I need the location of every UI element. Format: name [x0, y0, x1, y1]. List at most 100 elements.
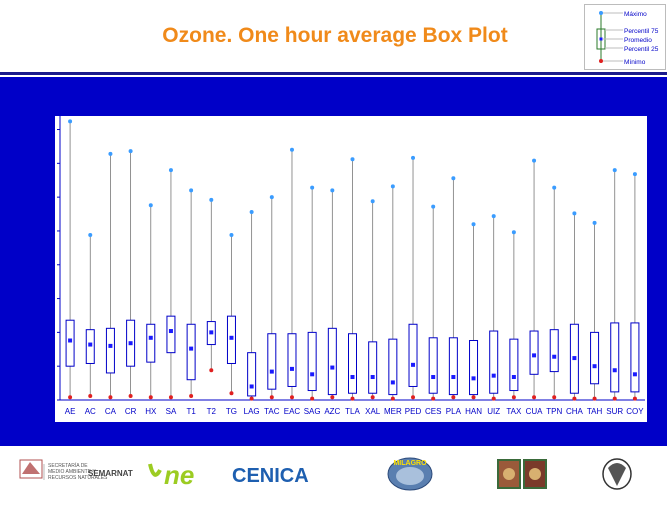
box-mean-marker — [451, 375, 456, 380]
box-min-marker — [128, 393, 133, 398]
box-min-marker — [209, 368, 214, 373]
box-mean-marker — [209, 330, 214, 335]
x-tick-label: PLA — [446, 407, 462, 416]
box-mean-marker — [350, 375, 355, 380]
box-iqr — [348, 333, 357, 394]
box-mean-marker — [592, 364, 597, 369]
box-iqr — [388, 338, 398, 396]
footer-logos: SECRETARÍA DE MEDIO AMBIENTE Y RECURSOS … — [0, 446, 667, 500]
box-iqr — [65, 319, 75, 367]
legend-min-marker — [599, 59, 603, 63]
box-iqr — [146, 323, 156, 363]
box-iqr — [549, 329, 559, 373]
box-mean-marker — [189, 346, 194, 351]
milagro-text: MILAGRO — [393, 460, 427, 467]
box-mean-marker — [491, 373, 496, 378]
x-tick-label: CUA — [526, 407, 544, 416]
box-max-marker — [189, 188, 194, 193]
x-tick-label: CR — [125, 407, 137, 416]
y-tick-label: 150 — [42, 193, 56, 202]
box-min-marker — [168, 395, 173, 400]
footer-logo-strip: SECRETARÍA DE MEDIO AMBIENTE Y RECURSOS … — [19, 457, 632, 491]
box-max-marker — [411, 155, 416, 160]
x-tick-label: CA — [105, 407, 117, 416]
x-tick-label: AE — [65, 407, 76, 416]
ine-text: ne — [164, 460, 194, 490]
box-mean-marker — [249, 384, 254, 389]
box-max-marker — [491, 214, 496, 219]
box-iqr — [287, 333, 297, 387]
x-tick-label: SAG — [304, 407, 321, 416]
box-max-marker — [68, 119, 73, 124]
box-min-marker — [108, 395, 113, 400]
legend-diagram: Máximo Percentil 75 Promedio Percentil 2… — [596, 11, 659, 66]
box-min-marker — [572, 396, 577, 401]
box-max-marker — [632, 172, 637, 177]
box-min-marker — [491, 396, 496, 401]
header-band — [0, 0, 667, 72]
box-iqr — [186, 323, 196, 381]
box-mean-marker — [532, 353, 537, 358]
x-tick-label: MER — [384, 407, 402, 416]
x-tick-label: SUR — [606, 407, 623, 416]
legend-label-mean: Promedio — [624, 37, 652, 44]
box-min-marker — [370, 395, 375, 400]
x-tick-label: XAL — [365, 407, 381, 416]
box-min-marker — [552, 395, 557, 400]
box-mean-marker — [511, 375, 516, 380]
box-iqr — [448, 337, 458, 396]
box-mean-marker — [229, 335, 234, 340]
cenica-text: CENICA — [232, 465, 309, 487]
box-min-marker — [592, 396, 597, 401]
unam-logo — [602, 458, 632, 490]
box-iqr — [509, 338, 519, 392]
box-mean-marker — [632, 372, 637, 377]
box-max-marker — [612, 168, 617, 173]
y-tick-label: 0 — [51, 396, 56, 405]
box-min-marker — [88, 393, 93, 398]
box-min-marker — [390, 396, 395, 401]
x-tick-label: HAN — [465, 407, 482, 416]
box-max-marker — [592, 220, 597, 225]
box-mean-marker — [88, 342, 93, 347]
box-mean-marker — [310, 372, 315, 377]
box-min-marker — [289, 395, 294, 400]
legend-label-p75: Percentil 75 — [624, 28, 659, 35]
box-mean-marker — [612, 368, 617, 373]
x-tick-label: TPN — [546, 407, 562, 416]
ine-logo: ne — [148, 460, 194, 490]
box-max-marker — [390, 184, 395, 189]
box-mean-marker — [471, 376, 476, 381]
box-iqr — [489, 330, 499, 394]
box-min-marker — [330, 395, 335, 400]
box-mean-marker — [390, 380, 395, 385]
box-max-marker — [471, 222, 476, 227]
box-max-marker — [229, 233, 234, 238]
box-iqr — [428, 337, 438, 394]
legend-max-marker — [599, 11, 603, 15]
box-max-marker — [431, 204, 436, 209]
box-max-marker — [451, 176, 456, 181]
y-axis-label: Concentraciones (ppb) — [25, 209, 34, 290]
box-mean-marker — [168, 329, 173, 334]
box-mean-marker — [128, 341, 133, 346]
x-tick-label: LAG — [244, 407, 260, 416]
box-min-marker — [350, 396, 355, 401]
box-mean-marker — [148, 335, 153, 340]
x-tick-label: CHA — [566, 407, 584, 416]
box-min-marker — [431, 396, 436, 401]
box-max-marker — [572, 211, 577, 216]
box-mean-marker — [431, 375, 436, 380]
x-tick-label: HX — [145, 407, 157, 416]
box-max-marker — [88, 233, 93, 238]
box-min-marker — [632, 396, 637, 401]
box-iqr — [630, 322, 640, 393]
box-min-marker — [532, 395, 537, 400]
x-tick-label: AC — [85, 407, 96, 416]
x-tick-label: SA — [166, 407, 177, 416]
box-iqr — [469, 339, 479, 396]
box-max-marker — [128, 149, 133, 154]
box-min-marker — [471, 395, 476, 400]
x-tick-label: AZC — [324, 407, 340, 416]
